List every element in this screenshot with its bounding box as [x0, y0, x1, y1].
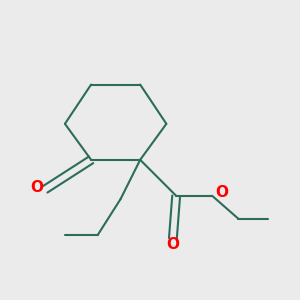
Text: O: O	[215, 185, 229, 200]
Text: O: O	[31, 180, 44, 195]
Text: O: O	[167, 237, 179, 252]
